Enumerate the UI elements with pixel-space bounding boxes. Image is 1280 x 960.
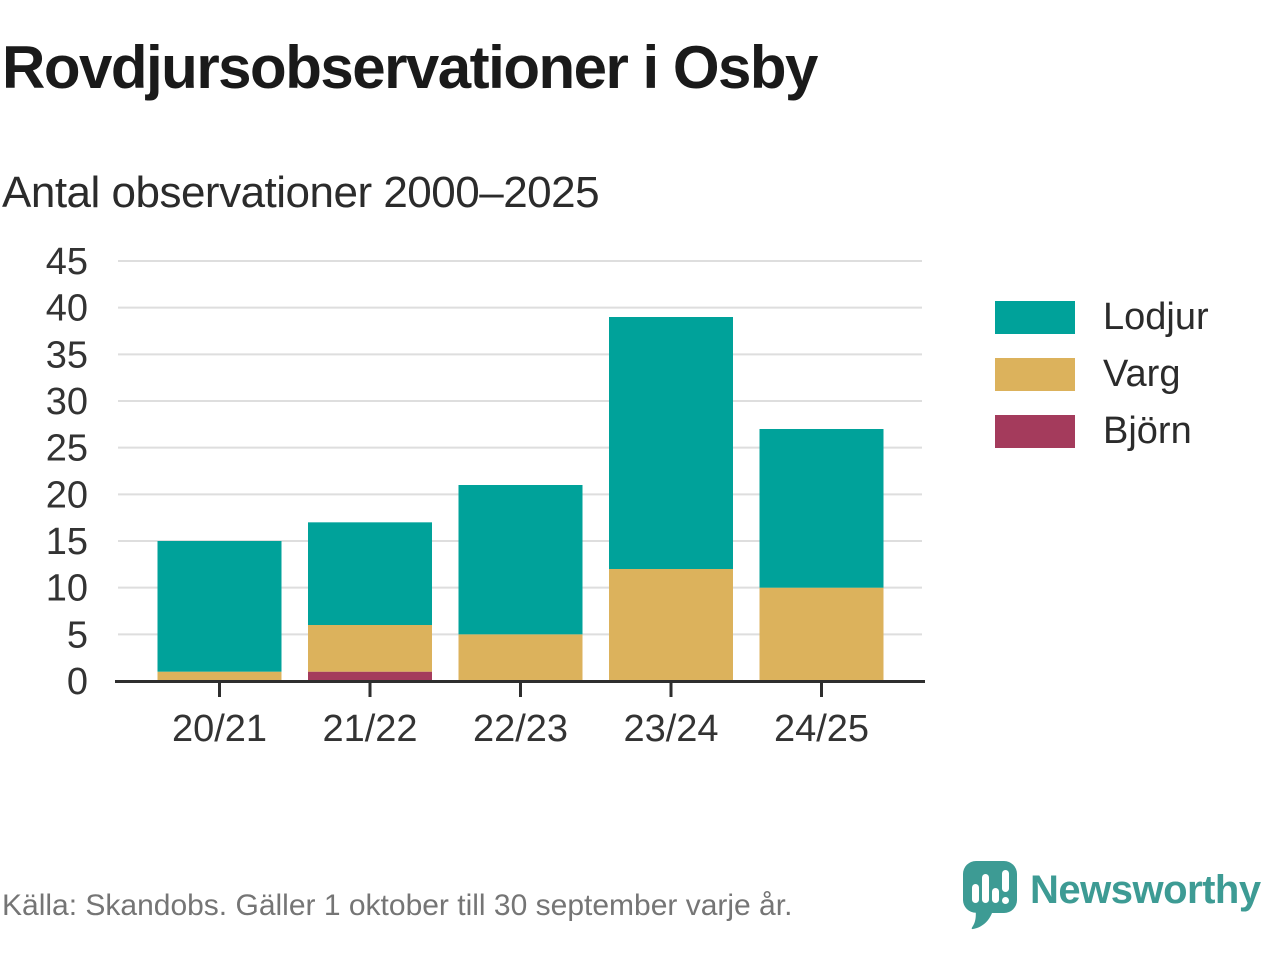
y-tick-label: 0 [67, 661, 88, 703]
x-tick-label: 20/21 [172, 708, 267, 750]
bar-segment-björn [308, 671, 432, 681]
newsworthy-logo-icon [963, 861, 1017, 930]
y-tick-label: 10 [46, 568, 88, 610]
bar-segment-varg [759, 587, 884, 681]
bar-segment-lodjur [157, 541, 282, 672]
y-tick-label: 40 [46, 288, 88, 330]
page-title: Rovdjursobservationer i Osby [2, 34, 818, 101]
y-tick-label: 20 [46, 474, 88, 516]
legend-swatch-varg [995, 358, 1075, 391]
bar-segment-lodjur [609, 317, 733, 569]
source-text: Källa: Skandobs. Gäller 1 oktober till 3… [2, 889, 793, 922]
legend-item-varg: Varg [995, 353, 1209, 395]
bar-segment-lodjur [308, 522, 432, 625]
bar-segment-varg [308, 625, 432, 672]
brand-wordmark: Newsworthy [1030, 868, 1261, 912]
y-tick-label: 5 [67, 614, 88, 656]
legend-label-varg: Varg [1103, 353, 1181, 395]
y-tick-label: 35 [46, 334, 88, 376]
x-tick-label: 23/24 [623, 708, 718, 750]
bar-segment-varg [609, 569, 733, 681]
bar-segment-lodjur [759, 429, 884, 588]
x-tick-label: 22/23 [473, 708, 568, 750]
x-tick-label: 24/25 [774, 708, 869, 750]
chart-subtitle: Antal observationer 2000–2025 [2, 168, 600, 217]
y-tick-label: 45 [46, 241, 88, 283]
bar-segment-varg [458, 634, 583, 681]
x-tick-label: 21/22 [322, 708, 417, 750]
legend-swatch-bjorn [995, 415, 1075, 448]
legend-item-lodjur: Lodjur [995, 296, 1209, 338]
chart-legend: Lodjur Varg Björn [995, 296, 1209, 452]
legend-label-bjorn: Björn [1103, 410, 1192, 452]
y-tick-label: 25 [46, 428, 88, 470]
y-tick-label: 15 [46, 521, 88, 563]
y-tick-label: 30 [46, 381, 88, 423]
bar-segment-lodjur [458, 485, 583, 635]
legend-item-bjorn: Björn [995, 410, 1209, 452]
legend-swatch-lodjur [995, 301, 1075, 334]
bar-segment-varg [157, 671, 282, 681]
legend-label-lodjur: Lodjur [1103, 296, 1209, 338]
